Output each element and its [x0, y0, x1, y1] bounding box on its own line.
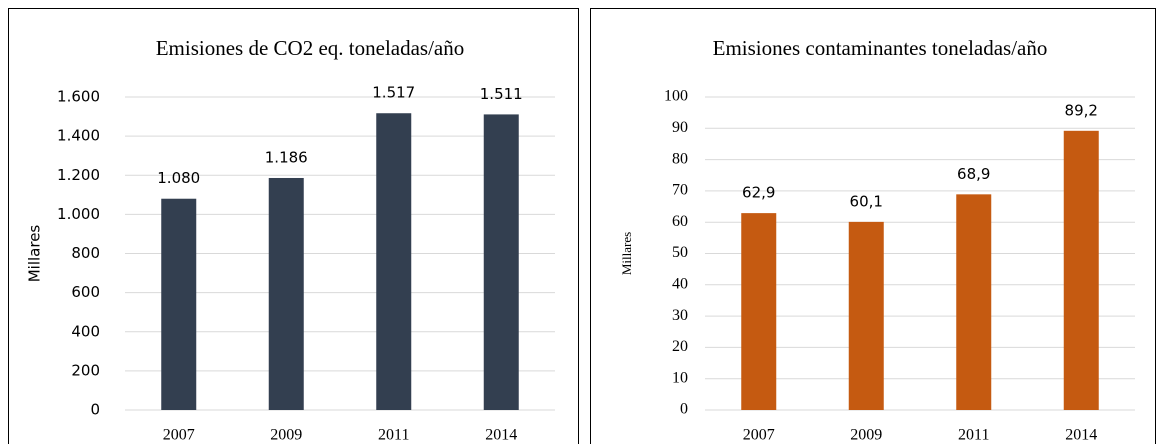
bar [741, 213, 777, 410]
y-tick-label: 50 [672, 244, 688, 261]
y-tick-label: 0 [90, 401, 100, 419]
chart-title: Emisiones contaminantes toneladas/año [713, 36, 1048, 60]
y-tick-label: 200 [71, 361, 100, 379]
y-tick-label: 100 [664, 88, 688, 105]
x-tick-label: 2014 [1065, 427, 1097, 444]
value-label: 68,9 [957, 165, 990, 183]
x-tick-label: 2011 [378, 427, 409, 444]
value-label: 1.186 [265, 148, 308, 166]
x-tick-label: 2009 [270, 427, 302, 444]
chart-title: Emisiones de CO2 eq. toneladas/año [156, 36, 465, 60]
y-tick-label: 800 [71, 244, 100, 262]
y-tick-label: 600 [71, 283, 100, 301]
y-tick-label: 40 [672, 275, 688, 292]
bar [268, 177, 304, 410]
bar [848, 221, 884, 410]
y-tick-label: 0 [680, 401, 688, 418]
x-tick-label: 2007 [163, 427, 195, 444]
y-tick-label: 10 [672, 369, 688, 386]
y-axis-label: Millares [26, 225, 44, 283]
value-label: 89,2 [1065, 101, 1098, 119]
y-tick-label: 20 [672, 338, 688, 355]
y-tick-label: 80 [672, 150, 688, 167]
y-tick-label: 60 [672, 213, 688, 230]
y-tick-label: 30 [672, 307, 688, 324]
bar [161, 198, 197, 410]
value-label: 60,1 [850, 192, 883, 210]
y-tick-label: 1.600 [57, 88, 100, 106]
value-label: 62,9 [742, 184, 775, 202]
y-axis-label: Millares [619, 232, 634, 275]
y-tick-label: 1.000 [57, 205, 100, 223]
y-tick-label: 1.400 [57, 127, 100, 145]
y-tick-label: 400 [71, 322, 100, 340]
bar [956, 194, 992, 410]
y-tick-label: 90 [672, 119, 688, 136]
panel-border [8, 8, 579, 444]
bar [1063, 130, 1099, 410]
x-tick-label: 2011 [958, 427, 989, 444]
value-label: 1.517 [372, 84, 415, 102]
y-tick-label: 1.200 [57, 166, 100, 184]
y-tick-label: 70 [672, 182, 688, 199]
value-label: 1.080 [157, 169, 200, 187]
x-tick-label: 2007 [743, 427, 775, 444]
bar [483, 114, 519, 411]
x-tick-label: 2009 [850, 427, 882, 444]
x-tick-label: 2014 [485, 427, 517, 444]
value-label: 1.511 [480, 85, 523, 103]
panel-border [590, 8, 1156, 444]
bar [376, 113, 412, 410]
